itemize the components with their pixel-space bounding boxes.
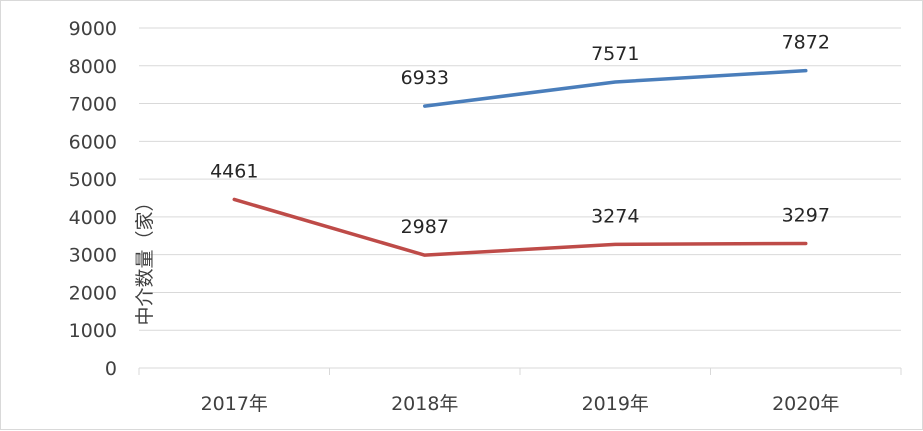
data-label: 7872 [782,32,830,54]
y-tick-label: 0 [105,358,117,380]
x-tick-label: 2018年 [391,393,458,415]
axes [139,368,901,375]
series-line-2 [234,199,806,255]
data-label: 7571 [591,43,639,65]
series-line-1 [425,71,806,106]
data-label: 3274 [591,205,639,227]
y-tick-label: 9000 [69,18,117,40]
y-tick-label: 7000 [69,94,117,116]
data-label: 6933 [401,67,449,89]
y-tick-label: 8000 [69,56,117,78]
x-tick-label: 2020年 [772,393,839,415]
y-tick-label: 6000 [69,131,117,153]
y-axis-title: 中介数量（家） [134,192,156,325]
x-tick-label: 2017年 [201,393,268,415]
data-label: 3297 [782,204,830,226]
y-tick-label: 2000 [69,282,117,304]
series-lines [234,71,806,256]
x-tick-label: 2019年 [582,393,649,415]
y-tick-label: 3000 [69,245,117,267]
y-tick-label: 5000 [69,169,117,191]
y-tick-label: 4000 [69,207,117,229]
y-tick-label: 1000 [69,320,117,342]
data-label: 2987 [401,216,449,238]
data-label: 4461 [210,160,258,182]
